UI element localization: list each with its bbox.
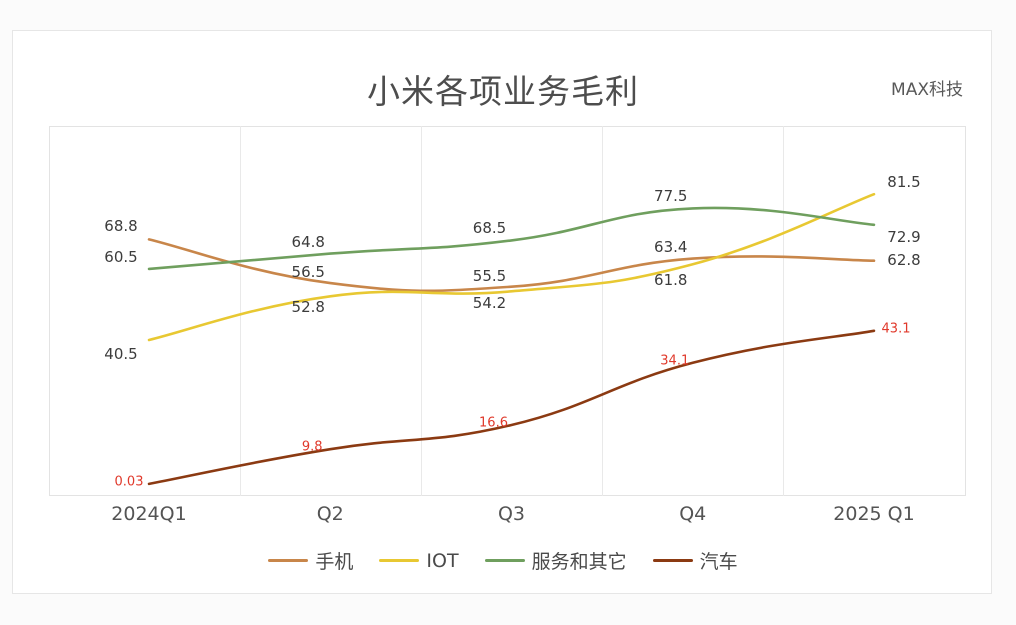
data-label: 56.5: [291, 263, 325, 282]
chart-card: 小米各项业务毛利 MAX科技 68.8 56.5 55.5 63.4 62.8 40.5 5…: [12, 30, 992, 594]
data-label: 81.5: [887, 173, 921, 192]
page-title: 小米各项业务毛利: [367, 72, 639, 111]
gridline: [783, 126, 785, 496]
data-label: 62.8: [887, 250, 921, 269]
x-axis-tick-label: Q3: [497, 503, 526, 525]
legend-color-swatch: [379, 559, 420, 562]
gridline: [602, 126, 604, 496]
x-axis-tick-label: Q4: [679, 503, 707, 525]
series-line: [147, 238, 876, 293]
legend-label: IOT: [426, 549, 459, 572]
legend-label: 服务和其它: [531, 551, 627, 573]
x-axis-ticks: 2024Q1 Q2 Q3 Q4 2025 Q1: [49, 503, 966, 537]
legend-item-服务和其它[interactable]: 服务和其它: [484, 547, 627, 574]
series-line: [147, 329, 876, 486]
data-label: 77.5: [654, 187, 688, 206]
data-label: 72.9: [887, 227, 921, 246]
watermark-label: MAX科技: [891, 80, 963, 100]
legend-color-swatch: [652, 559, 693, 562]
legend-item-汽车[interactable]: 汽车: [652, 547, 738, 574]
legend-color-swatch: [484, 559, 525, 562]
data-label: 0.03: [114, 474, 144, 490]
x-axis-tick-label: 2025 Q1: [833, 503, 915, 525]
data-label: 61.8: [654, 271, 688, 290]
data-label: 43.1: [881, 321, 911, 337]
series-lines: [147, 192, 876, 486]
data-label: 9.8: [301, 439, 323, 455]
plot-frame: [49, 126, 966, 496]
gridline: [239, 126, 241, 496]
data-label: 52.8: [291, 298, 325, 317]
x-axis-tick-label: Q2: [316, 503, 344, 525]
legend-item-IOT[interactable]: IOT: [379, 549, 459, 572]
legend-label: 汽车: [699, 551, 738, 573]
data-label: 68.8: [104, 217, 138, 236]
data-label: 54.2: [472, 294, 507, 313]
data-label: 63.4: [654, 237, 688, 256]
legend-color-swatch: [268, 559, 309, 562]
chart-legend: 手机 IOT 服务和其它 汽车: [13, 547, 993, 574]
data-label: 60.5: [104, 247, 138, 266]
data-label: 16.6: [479, 415, 508, 431]
data-label: 40.5: [104, 345, 138, 363]
data-label: 34.1: [660, 353, 690, 369]
data-label: 68.5: [472, 219, 507, 238]
gridline: [420, 126, 422, 496]
data-label: 64.8: [291, 232, 325, 251]
x-axis-tick-label: 2024Q1: [111, 503, 187, 525]
legend-item-手机[interactable]: 手机: [268, 547, 353, 574]
series-line: [147, 192, 876, 342]
series-line: [147, 206, 876, 271]
data-label: 55.5: [472, 266, 507, 285]
plot-area: 68.8 56.5 55.5 63.4 62.8 40.5 52.8 54.2 61.8 81.5…: [49, 126, 966, 496]
legend-label: 手机: [315, 551, 354, 573]
